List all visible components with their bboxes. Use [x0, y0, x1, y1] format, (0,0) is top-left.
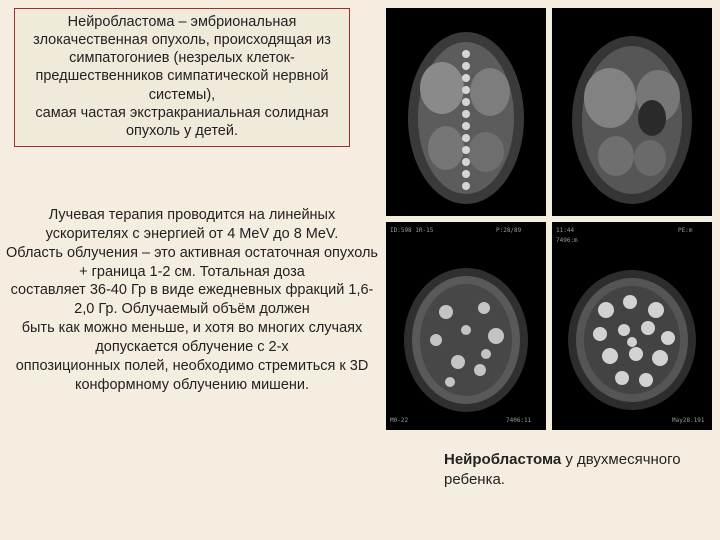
svg-text:P:28/89: P:28/89	[496, 227, 522, 234]
svg-text:PE:m: PE:m	[678, 227, 693, 234]
svg-text:May28.191: May28.191	[672, 417, 705, 424]
definition-box: Нейробластома – эмбриональная злокачеств…	[14, 8, 350, 147]
svg-text:M0-22: M0-22	[390, 417, 408, 424]
scan-top-left	[386, 8, 546, 216]
svg-text:ID:598 1R-15: ID:598 1R-15	[390, 227, 434, 234]
svg-text:7406:11: 7406:11	[506, 417, 532, 424]
therapy-text: Лучевая терапия проводится на линейных у…	[6, 206, 378, 394]
scan-top-right	[552, 8, 712, 216]
scan-bottom-right: 11:44 PE:m 7496:m May28.191	[552, 222, 712, 430]
scan-bottom-left: ID:598 1R-15 P:28/89 M0-22 7406:11	[386, 222, 546, 430]
scan-caption: Нейробластома у двухмесячного ребенка.	[444, 450, 704, 489]
svg-text:11:44: 11:44	[556, 227, 574, 234]
caption-bold: Нейробластома	[444, 451, 561, 468]
svg-text:7496:m: 7496:m	[556, 237, 578, 244]
